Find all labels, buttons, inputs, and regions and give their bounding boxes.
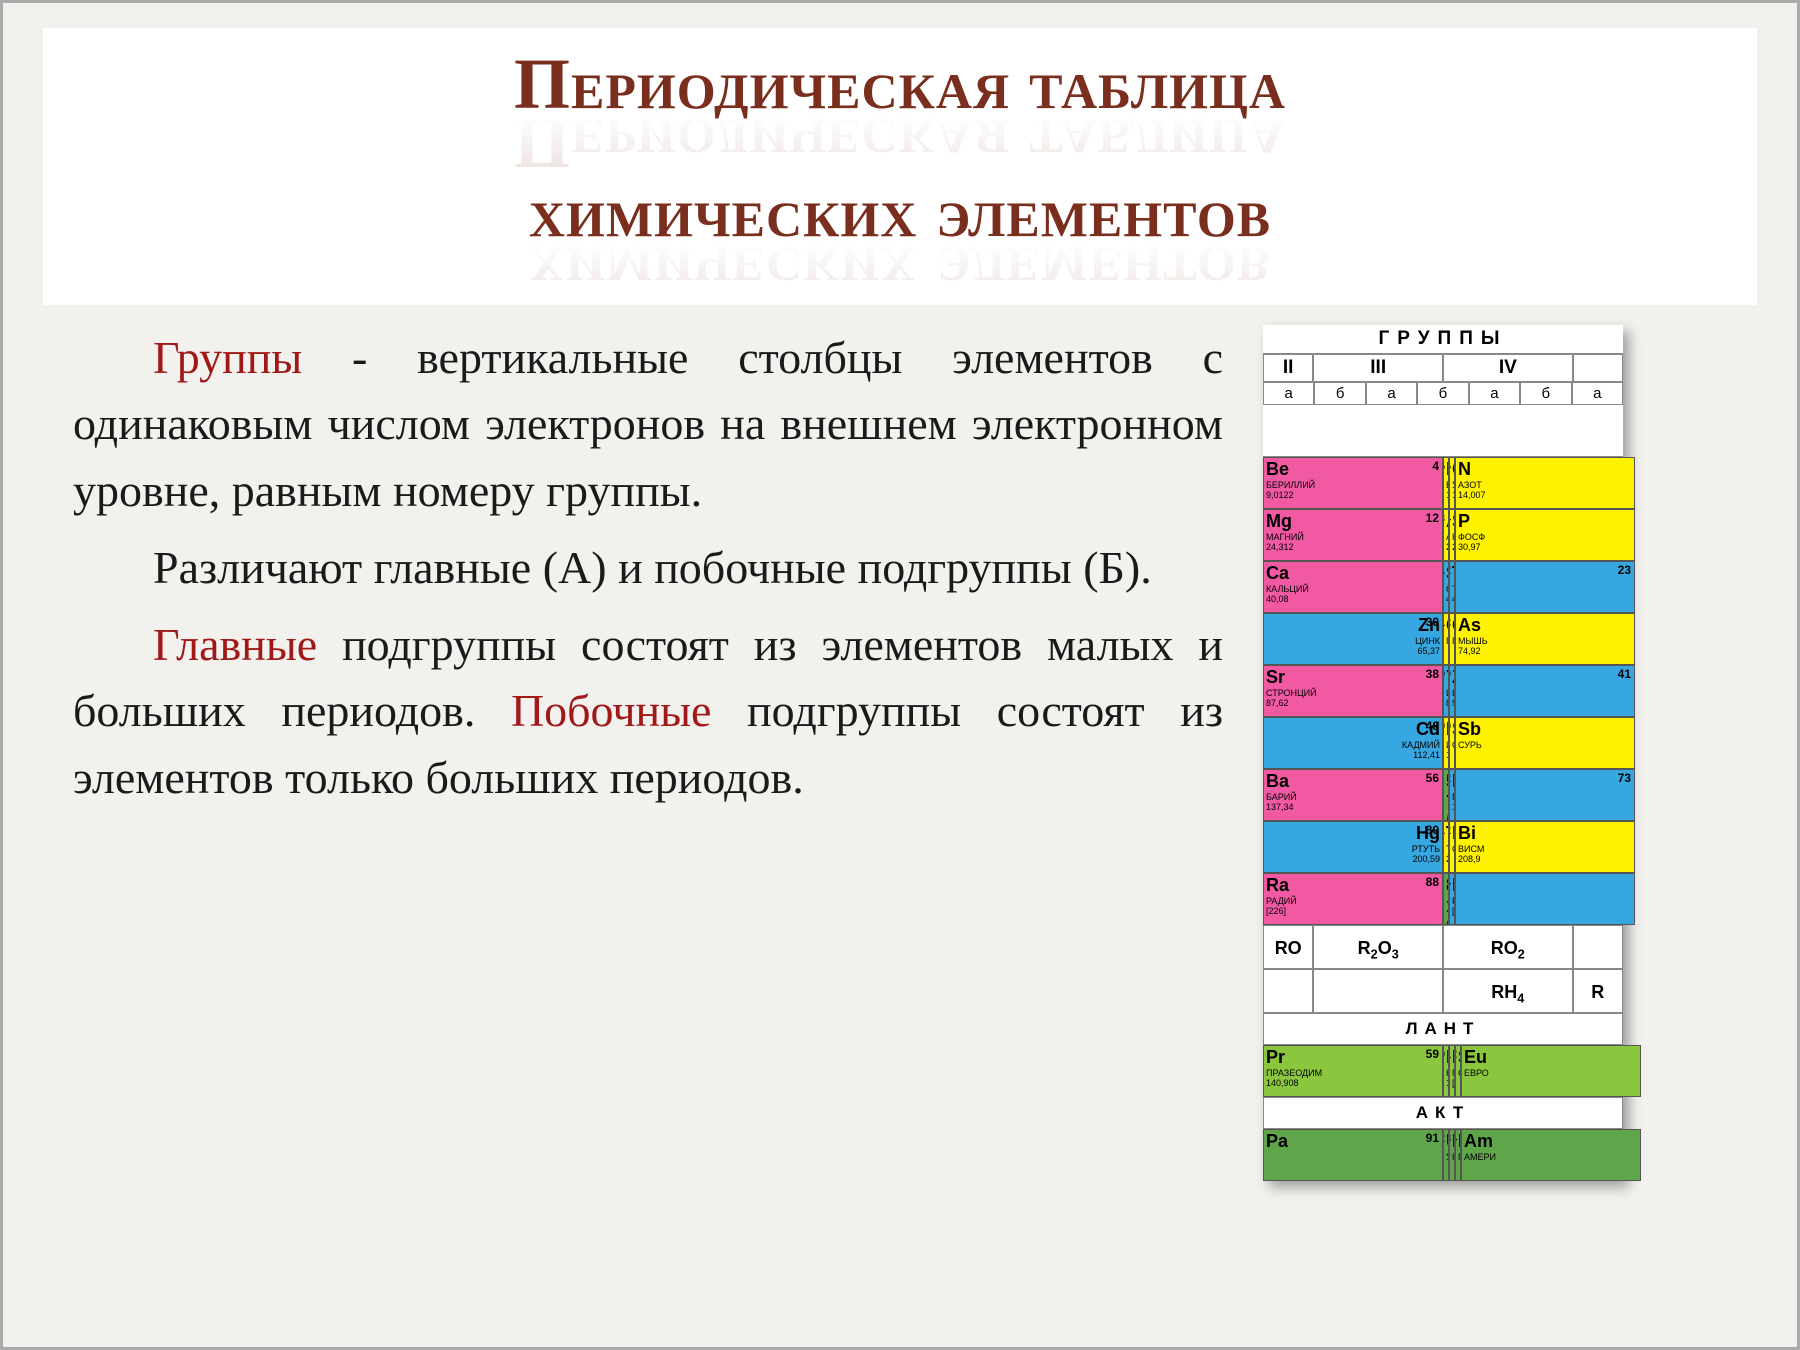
oxide-formula: R2O3 [1313,925,1443,969]
element-cell: 23 [1455,561,1635,613]
oxide-formula [1573,925,1623,969]
paragraph-3: Главные подгруппы состоят из элементов м… [73,612,1223,812]
actinide-header: АКТ [1263,1097,1623,1129]
content-area: Группы - вертикальные столбцы элементов … [3,305,1797,1181]
element-cell: SbСУРЬ [1455,717,1635,769]
oxide-formula-row: ROR2O3RO2 [1263,925,1623,969]
paragraph-2: Различают главные (А) и побочные подгруп… [73,535,1223,602]
lanthanide-header: ЛАНТ [1263,1013,1623,1045]
element-cell: Pa91 [1263,1129,1443,1181]
element-cell: NАЗОТ14,007 [1455,457,1635,509]
group-number: IV [1443,354,1573,382]
element-cell: EuЕВРО [1461,1045,1641,1097]
actinide-row: Pa91U92УРАНNp93НЕПТУНИЙPu94ПЛУТОНИЙAmАМЕ… [1263,1129,1623,1181]
paragraph-1: Группы - вертикальные столбцы элементов … [73,325,1223,525]
subgroup-label: б [1314,382,1365,405]
element-row: CaКАЛЬЦИЙ40,08Sc21СКАНДИЙ44,956Ti22ТИТАН… [1263,561,1623,613]
subgroup-label: а [1469,382,1520,405]
slide: Периодическая таблица Периодическая табл… [0,0,1800,1350]
term-secondary: Побочные [511,685,712,736]
element-cell: Sr38СТРОНЦИЙ87,62 [1263,665,1443,717]
element-row: Ra88РАДИЙ[226]89-103АКТИНОИДЫRf104РЕЗЕРФ… [1263,873,1623,925]
element-cell: 73 [1455,769,1635,821]
title-line2-reflection: химических элементов [43,242,1757,300]
pt-header: ГРУППЫ [1263,325,1623,354]
element-cell [1455,873,1635,925]
element-row: Zn30ЦИНК65,37Ga31ГАЛЛИЙGe32ГЕРМАНИЙAsМЫШ… [1263,613,1623,665]
element-cell: Be4БЕРИЛЛИЙ9,0122 [1263,457,1443,509]
subgroup-label: б [1417,382,1468,405]
element-row: Mg12МАГНИЙ24,312Al13АЛЮМИНИЙ26,092Si14КР… [1263,509,1623,561]
element-row: Ba56БАРИЙ137,3457-71ЛАНТАНОИДЫHf72ГАФНИЙ… [1263,769,1623,821]
element-row: Sr38СТРОНЦИЙ87,62Y39ИТТРИЙ88,906Zr40ЦИРК… [1263,665,1623,717]
element-cell: Cd48КАДМИЙ112,41 [1263,717,1443,769]
hydride-formula: RH4 [1443,969,1573,1013]
periodic-table-fragment: ГРУППЫ IIIIIIV абабаба Be4БЕРИЛЛИЙ9,0122… [1263,325,1623,1181]
element-cell: Mg12МАГНИЙ24,312 [1263,509,1443,561]
group-number: III [1313,354,1443,382]
lanthanide-row: Pr59ПРАЗЕОДИМ140,908Nd60НЕОДИМ144,24Pm61… [1263,1045,1623,1097]
element-row: Cd48КАДМИЙ112,41In49ИНДИЙ114,82Sn50ОЛОВО… [1263,717,1623,769]
title-block: Периодическая таблица Периодическая табл… [43,28,1757,305]
element-cell: Pr59ПРАЗЕОДИМ140,908 [1263,1045,1443,1097]
group-number: II [1263,354,1313,382]
element-cell: BiВИСМ208,9 [1455,821,1635,873]
element-row: Hg80РТУТЬ200,59Tl81ТАЛЛИЙ204,37Pb82СВИНЕ… [1263,821,1623,873]
subgroup-label: б [1520,382,1571,405]
element-row: Be4БЕРИЛЛИЙ9,0122B5БОР10,811C6УГЛЕРОД12,… [1263,457,1623,509]
element-cell: Hg80РТУТЬ200,59 [1263,821,1443,873]
element-cell: AsМЫШЬ74,92 [1455,613,1635,665]
subgroup-label: а [1366,382,1417,405]
oxide-formula: RO [1263,925,1313,969]
pt-blank-row [1263,405,1623,457]
pt-subgroup-labels: абабаба [1263,382,1623,405]
hydride-formula-row: RH4R [1263,969,1623,1013]
pt-element-rows: Be4БЕРИЛЛИЙ9,0122B5БОР10,811C6УГЛЕРОД12,… [1263,457,1623,925]
element-cell: 41 [1455,665,1635,717]
element-cell: CaКАЛЬЦИЙ40,08 [1263,561,1443,613]
hydride-formula [1263,969,1313,1013]
element-cell: Ra88РАДИЙ[226] [1263,873,1443,925]
term-groups: Группы [153,332,302,383]
hydride-formula [1313,969,1443,1013]
oxide-formula: RO2 [1443,925,1573,969]
title-line1-reflection: Периодическая таблица [43,114,1757,172]
element-cell: Zn30ЦИНК65,37 [1263,613,1443,665]
subgroup-label: а [1572,382,1623,405]
subgroup-label: а [1263,382,1314,405]
hydride-formula: R [1573,969,1623,1013]
element-cell: PФОСФ30,97 [1455,509,1635,561]
element-cell: AmАМЕРИ [1461,1129,1641,1181]
group-number [1573,354,1623,382]
pt-group-numbers: IIIIIIV [1263,354,1623,382]
element-cell: Ba56БАРИЙ137,34 [1263,769,1443,821]
term-main: Главные [153,619,317,670]
body-text: Группы - вертикальные столбцы элементов … [73,325,1223,1181]
